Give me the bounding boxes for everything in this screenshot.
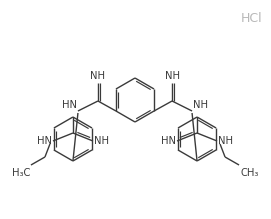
Text: CH₃: CH₃	[240, 168, 259, 178]
Text: NH: NH	[193, 100, 208, 110]
Text: HN: HN	[37, 136, 52, 146]
Text: HCl: HCl	[241, 12, 263, 25]
Text: NH: NH	[91, 71, 105, 81]
Text: HN: HN	[161, 136, 176, 146]
Text: H₃C: H₃C	[12, 168, 30, 178]
Text: NH: NH	[218, 136, 233, 146]
Text: HN: HN	[62, 100, 77, 110]
Text: NH: NH	[94, 136, 109, 146]
Text: NH: NH	[164, 71, 180, 81]
